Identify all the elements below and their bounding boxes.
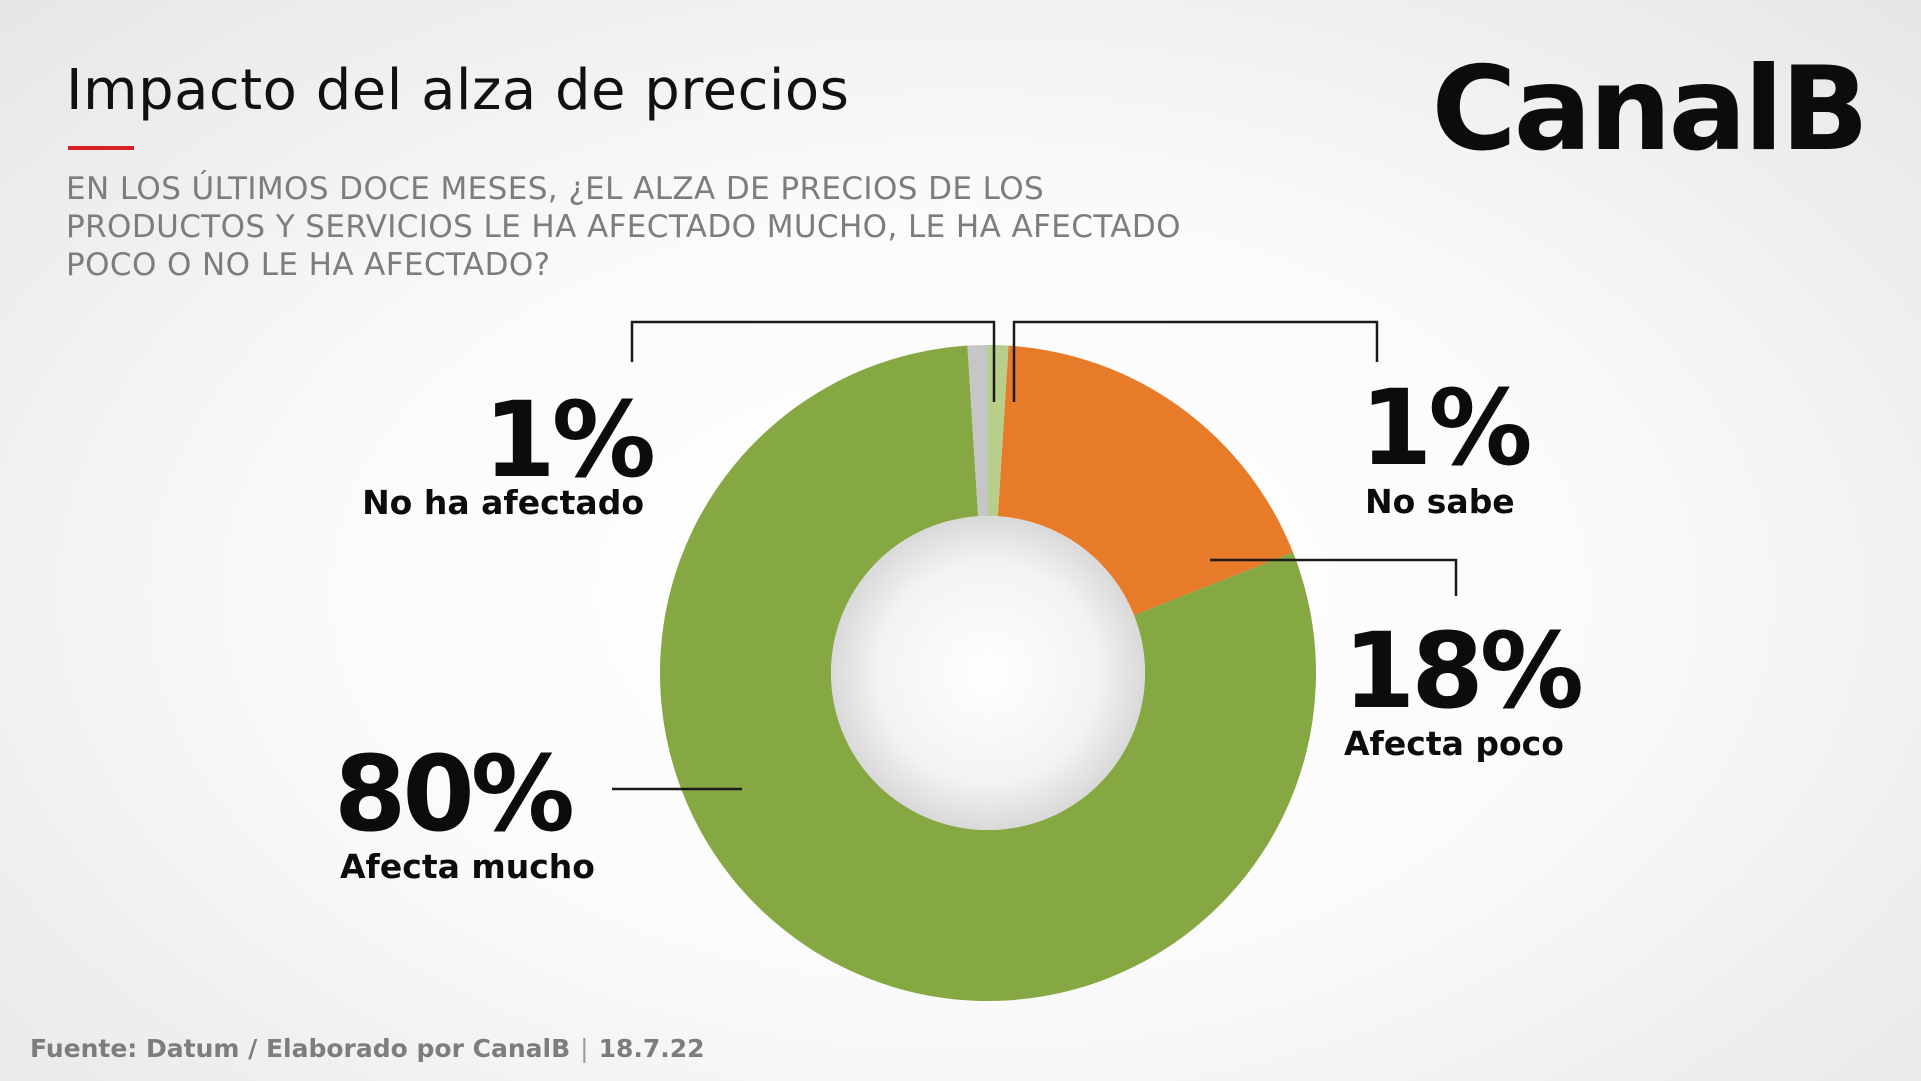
question-line: PRODUCTOS Y SERVICIOS LE HA AFECTADO MUC…	[66, 209, 1181, 245]
data-label-no-sabe-name: No sabe	[1365, 482, 1515, 521]
leader-lines	[612, 320, 1458, 791]
donut-slices	[660, 345, 1316, 1002]
question-line: EN LOS ÚLTIMOS DOCE MESES, ¿EL ALZA DE P…	[66, 171, 1045, 207]
data-label-afecta-mucho-name: Afecta mucho	[340, 847, 595, 886]
leader-line-no-ha-afectado	[630, 320, 996, 402]
leader-line-afecta-poco	[1210, 558, 1458, 596]
chart-title: Impacto del alza de precios	[66, 58, 850, 123]
source-date: 18.7.22	[598, 1034, 705, 1063]
leader-line-no-sabe	[1012, 320, 1379, 402]
slice-no-ha-afectado	[967, 345, 988, 517]
source-separator: |	[580, 1034, 589, 1063]
source-text: Fuente: Datum / Elaborado por CanalB	[30, 1034, 571, 1063]
data-label-no-ha-afectado-name: No ha afectado	[362, 483, 644, 522]
question-line: POCO O NO LE HA AFECTADO?	[66, 247, 551, 283]
source-credit: Fuente: Datum / Elaborado por CanalB | 18.…	[30, 1034, 705, 1063]
slice-afecta-poco	[997, 345, 1293, 616]
data-label-afecta-poco-value: 18%	[1343, 610, 1581, 732]
data-label-no-ha-afectado-value: 1%	[483, 379, 652, 501]
slice-afecta-mucho	[660, 345, 1316, 1002]
title-accent-bar	[68, 146, 134, 150]
survey-question: EN LOS ÚLTIMOS DOCE MESES, ¿EL ALZA DE P…	[66, 170, 1346, 284]
data-label-afecta-mucho-value: 80%	[334, 733, 572, 855]
slice-labels: 1% No ha afectado 1% No sabe 18% Afecta …	[334, 367, 1585, 886]
data-label-no-sabe-value: 1%	[1360, 367, 1529, 489]
canalb-logo: CanalB	[1431, 42, 1869, 177]
data-label-afecta-poco-name: Afecta poco	[1344, 724, 1564, 763]
donut-hole	[831, 516, 1145, 830]
